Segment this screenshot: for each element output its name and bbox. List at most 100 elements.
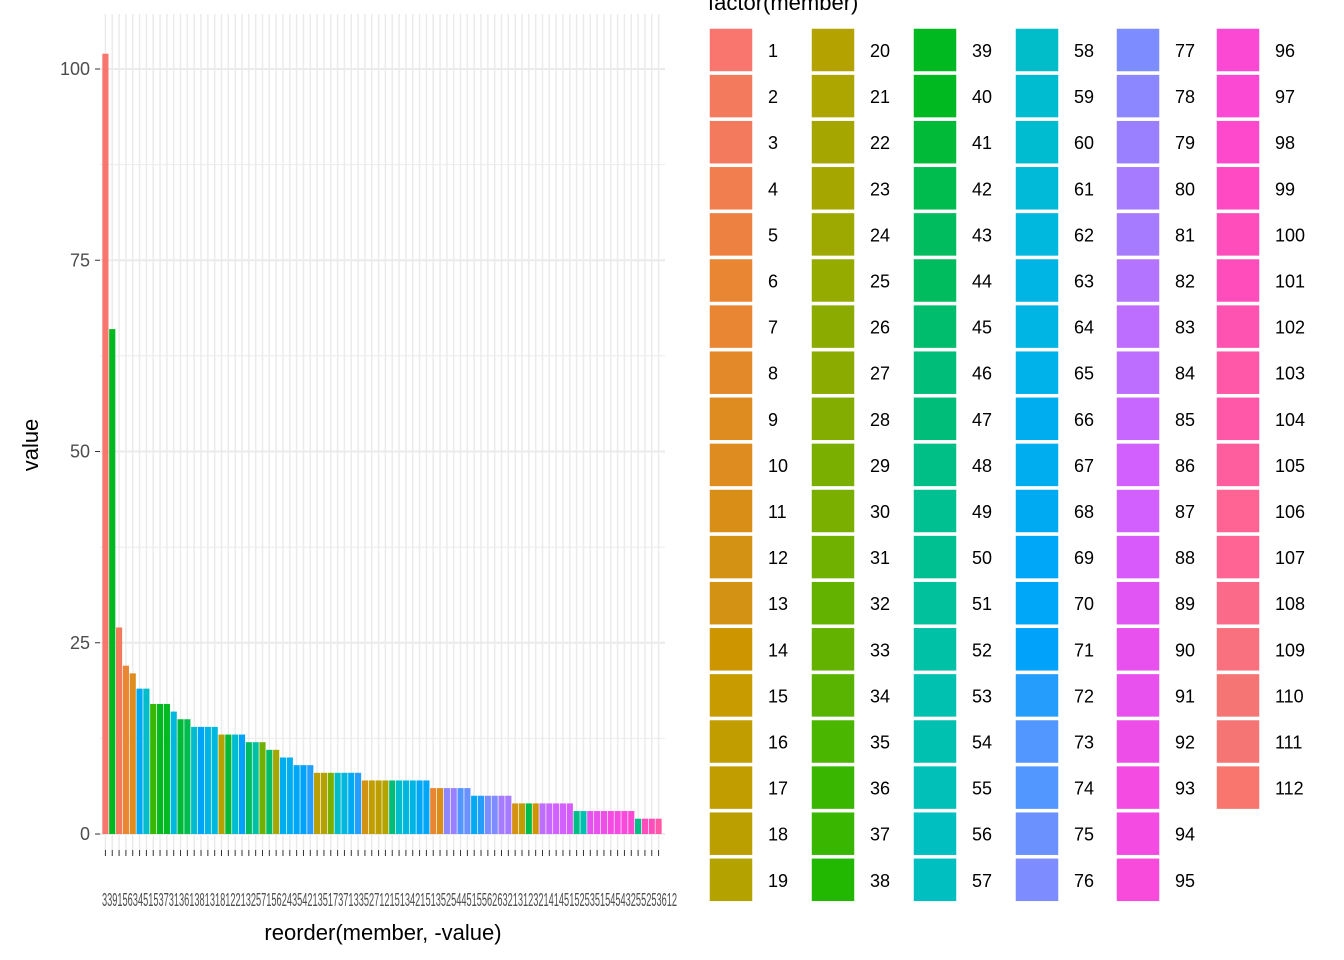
legend-label: 47: [972, 410, 992, 430]
legend-label: 103: [1275, 364, 1305, 384]
legend-label: 39: [972, 41, 992, 61]
legend-key: [912, 211, 958, 258]
legend-key: [1014, 718, 1060, 765]
bar: [245, 742, 252, 834]
bar: [539, 803, 546, 834]
legend-label: 104: [1275, 410, 1305, 430]
bar: [109, 329, 116, 834]
legend-key: [708, 73, 754, 119]
legend-label: 100: [1275, 225, 1305, 245]
legend-label: 61: [1074, 179, 1094, 199]
legend-label: 42: [972, 179, 992, 199]
legend-key: [810, 257, 856, 304]
legend-label: 80: [1175, 179, 1195, 199]
legend-label: 10: [768, 456, 788, 476]
legend-label: 4: [768, 179, 778, 199]
legend-label: 41: [972, 133, 992, 153]
legend-key: [708, 165, 754, 212]
legend-key: [1215, 257, 1261, 304]
legend-label: 95: [1175, 871, 1195, 891]
legend-key: [1014, 534, 1060, 580]
bar: [477, 795, 485, 834]
y-tick-label: 0: [80, 824, 90, 844]
legend-label: 3: [768, 133, 778, 153]
legend-key: [1115, 396, 1161, 442]
legend-key: [912, 303, 958, 350]
legend-key: [1115, 349, 1161, 396]
legend-key: [810, 165, 856, 212]
bar: [484, 795, 491, 834]
legend-label: 98: [1275, 133, 1295, 153]
legend-key: [708, 349, 754, 396]
legend-label: 93: [1175, 779, 1195, 799]
bar: [594, 811, 601, 834]
legend-key: [1014, 857, 1060, 903]
legend-label: 78: [1175, 87, 1195, 107]
bar: [607, 811, 614, 834]
legend-label: 71: [1074, 640, 1094, 660]
bar: [266, 749, 273, 834]
legend-key: [708, 857, 754, 903]
legend-key: [708, 27, 754, 73]
bar: [382, 780, 389, 834]
legend-label: 109: [1275, 640, 1305, 660]
legend-key: [1115, 257, 1161, 304]
legend-key: [912, 27, 958, 73]
legend-label: 110: [1275, 686, 1304, 706]
legend-key: [1215, 718, 1261, 765]
legend-label: 59: [1074, 87, 1094, 107]
legend-key: [1014, 165, 1060, 212]
legend-key: [912, 165, 958, 212]
legend-label: 8: [768, 364, 778, 384]
legend-key: [708, 672, 754, 719]
bar: [635, 818, 642, 834]
legend-label: 55: [972, 779, 992, 799]
legend-label: 26: [870, 318, 890, 338]
bar: [443, 788, 450, 834]
legend-key: [1115, 534, 1161, 580]
legend-key: [912, 580, 958, 626]
bar: [170, 711, 177, 834]
legend-key: [1115, 73, 1161, 119]
legend-label: 35: [870, 733, 890, 753]
legend-key: [708, 810, 754, 857]
legend-label: 81: [1175, 225, 1195, 245]
legend-label: 51: [972, 594, 992, 614]
legend-key: [1115, 442, 1161, 488]
legend-label: 15: [768, 686, 788, 706]
bar: [471, 795, 478, 834]
legend-key: [708, 534, 754, 580]
legend-label: 79: [1175, 133, 1195, 153]
legend-key: [810, 442, 856, 488]
legend-label: 106: [1275, 502, 1305, 522]
bar: [232, 734, 239, 834]
legend-key: [912, 349, 958, 396]
bar: [184, 719, 191, 834]
legend-label: 76: [1074, 871, 1094, 891]
legend-label: 58: [1074, 41, 1094, 61]
legend-label: 92: [1175, 733, 1195, 753]
bar: [559, 803, 567, 834]
legend-key: [708, 626, 754, 673]
legend-key: [708, 580, 754, 626]
legend-label: 66: [1074, 410, 1094, 430]
legend-key: [810, 857, 856, 903]
legend-key: [810, 580, 856, 626]
legend-label: 94: [1175, 825, 1195, 845]
bar: [532, 803, 539, 834]
legend-key: [1215, 27, 1261, 73]
bar: [320, 772, 328, 834]
legend-label: 69: [1074, 548, 1094, 568]
legend-key: [1215, 580, 1261, 626]
legend-key: [1014, 580, 1060, 626]
legend-label: 43: [972, 225, 992, 245]
legend-label: 14: [768, 640, 788, 660]
legend-key: [1014, 119, 1060, 165]
bar: [122, 665, 129, 834]
legend-key: [1115, 580, 1161, 626]
legend-key: [708, 303, 754, 350]
legend-key: [1115, 764, 1161, 811]
bar: [129, 673, 136, 834]
legend-key: [810, 396, 856, 442]
bar: [655, 818, 662, 834]
